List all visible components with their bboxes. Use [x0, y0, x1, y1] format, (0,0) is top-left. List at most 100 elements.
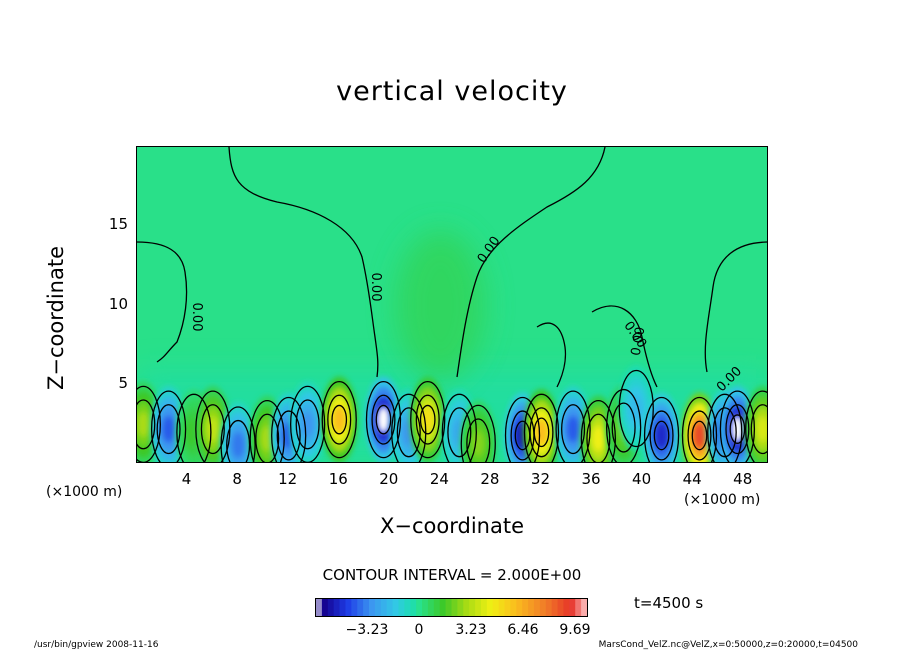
cell-contour: [415, 394, 440, 445]
cell-contour: [331, 404, 348, 435]
cell-contour: [220, 406, 256, 462]
x-tick-label: 4: [181, 470, 192, 488]
x-tick-label: 24: [429, 470, 449, 488]
convective-cell: [321, 376, 358, 462]
cell-contour: [605, 388, 642, 462]
cell-contour: [580, 400, 617, 462]
cell-contour: [745, 390, 767, 462]
colorbar-swatch: [345, 599, 352, 616]
cell-contour: [137, 399, 156, 450]
x-tick-label: 32: [530, 470, 551, 488]
plot-area: 0.00 0.00 0.00 0.00 0.00 0.00: [136, 146, 768, 463]
cell-contour: [156, 404, 181, 455]
contour-label: 0.00: [629, 326, 649, 357]
cell-contour: [586, 413, 611, 462]
cell-contour: [271, 396, 307, 462]
colorbar-swatch: [451, 599, 458, 616]
cell-contour: [691, 420, 708, 451]
contour-label: 0.00: [189, 303, 204, 332]
colorbar-swatch: [392, 599, 399, 616]
time-label: t=4500 s: [634, 594, 704, 612]
colorbar-swatch: [327, 599, 335, 616]
colorbar-swatch: [581, 599, 588, 616]
cell-contour: [375, 404, 392, 435]
x-tick-label: 44: [682, 470, 702, 488]
y-tick-label: 15: [108, 215, 128, 234]
cell-contour: [504, 396, 541, 462]
contour-interval: CONTOUR INTERVAL = 2.000E+00: [322, 566, 582, 584]
cell-contour: [391, 393, 427, 462]
cell-contour: [460, 404, 496, 462]
cell-contour: [137, 385, 161, 462]
x-axis-label: X−coordinate: [380, 514, 524, 538]
colorbar-swatch: [492, 599, 500, 616]
colorbar-swatch: [563, 599, 570, 616]
x-unit-label-left: (×1000 m): [46, 484, 123, 500]
cell-contour: [681, 396, 718, 462]
colorbar-swatch: [469, 599, 476, 616]
colorbar-swatch: [339, 599, 346, 616]
colorbar-swatch: [480, 599, 488, 616]
colorbar-swatches: [316, 599, 588, 616]
cell-contour: [523, 393, 560, 462]
footer-right: MarsCond_VelZ.nc@VelZ,x=0:50000,z=0:2000…: [598, 640, 858, 650]
colorbar-swatch: [533, 599, 541, 616]
zero-contour: [456, 147, 606, 378]
cell-contour: [653, 420, 670, 451]
colorbar-swatch: [486, 599, 494, 616]
x-tick-label: 48: [733, 470, 753, 488]
colorbar-tick-label: −3.23: [345, 622, 389, 638]
colorbar-swatch: [386, 599, 394, 616]
field-layer: [137, 147, 767, 462]
colorbar-swatch: [416, 599, 423, 616]
colorbar-swatch: [369, 599, 376, 616]
x-tick-label: 16: [328, 470, 348, 488]
y-tick-label: 5: [118, 373, 128, 392]
cell-contour: [365, 380, 402, 459]
colorbar-tick-label: 3.23: [455, 622, 487, 638]
zero-contour: [137, 241, 188, 363]
colorbar-swatch: [357, 599, 364, 616]
x-tick-label: 36: [581, 470, 601, 488]
colorbar-swatch: [545, 599, 553, 616]
cell-contour: [410, 380, 446, 459]
cell-contour: [249, 400, 285, 462]
cell-contour: [289, 385, 326, 462]
colorbar-tick-label: 6.46: [507, 622, 539, 638]
colorbar-swatch: [316, 599, 323, 616]
colorbar-swatch: [445, 599, 452, 616]
cell-contour: [327, 394, 352, 445]
colorbar-swatch: [475, 599, 482, 616]
colorbar-swatch: [463, 599, 470, 616]
updraft-region: [395, 230, 486, 381]
cell-contour: [226, 419, 251, 462]
y-tick-label: 10: [108, 294, 128, 313]
cell-contour: [643, 396, 680, 462]
cell-contour: [255, 413, 280, 462]
contour-layer: [137, 147, 767, 462]
cell-contour: [396, 407, 421, 458]
cell-contour: [729, 414, 746, 444]
colorbar-tick-label: 9.69: [559, 622, 591, 638]
colorbar-swatch: [351, 599, 358, 616]
contour-label-layer: 0.000.000.000.000.000.00: [189, 234, 745, 395]
colorbar-swatch: [363, 599, 370, 616]
heatmap-canvas: 0.000.000.000.000.000.00: [137, 147, 767, 462]
colorbar-swatch: [374, 599, 382, 616]
colorbar-swatch: [539, 599, 547, 616]
chart-title: vertical velocity: [336, 76, 568, 107]
colorbar-swatch: [398, 599, 405, 616]
cell-contour: [561, 404, 586, 455]
colorbar-swatch: [510, 599, 517, 616]
cell-contour: [687, 410, 712, 461]
zero-contour: [536, 322, 567, 388]
colorbar-swatch: [569, 599, 576, 616]
cell-contour: [276, 410, 301, 461]
zero-contour: [704, 241, 767, 373]
cell-contour: [419, 404, 436, 435]
colorbar-swatch: [427, 599, 435, 616]
x-tick-label: 12: [278, 470, 298, 488]
colorbar-swatch: [504, 599, 511, 616]
colorbar-swatch: [439, 599, 447, 616]
x-tick-label: 40: [632, 470, 652, 488]
